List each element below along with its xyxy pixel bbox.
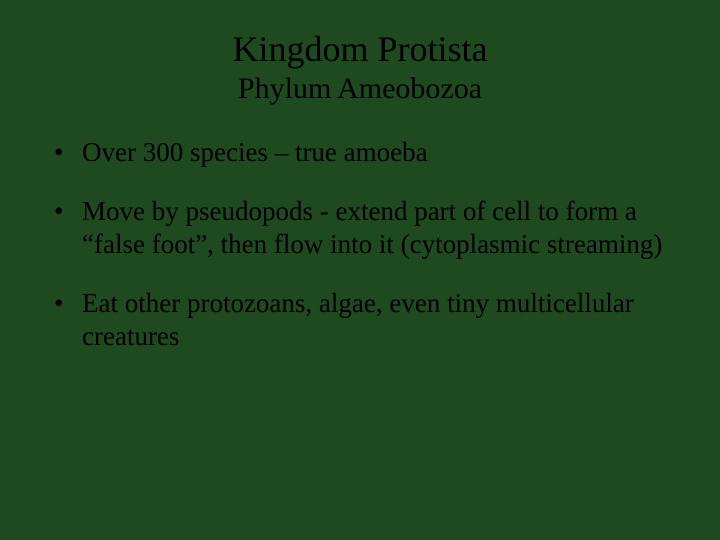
bullet-item: Eat other protozoans, algae, even tiny m… <box>48 287 672 353</box>
slide: Kingdom Protista Phylum Ameobozoa Over 3… <box>0 0 720 540</box>
bullet-list: Over 300 species – true amoeba Move by p… <box>48 136 672 353</box>
bullet-item: Over 300 species – true amoeba <box>48 136 672 169</box>
bullet-item: Move by pseudopods - extend part of cell… <box>48 195 672 261</box>
slide-subtitle: Phylum Ameobozoa <box>48 72 672 106</box>
slide-title: Kingdom Protista <box>48 28 672 70</box>
